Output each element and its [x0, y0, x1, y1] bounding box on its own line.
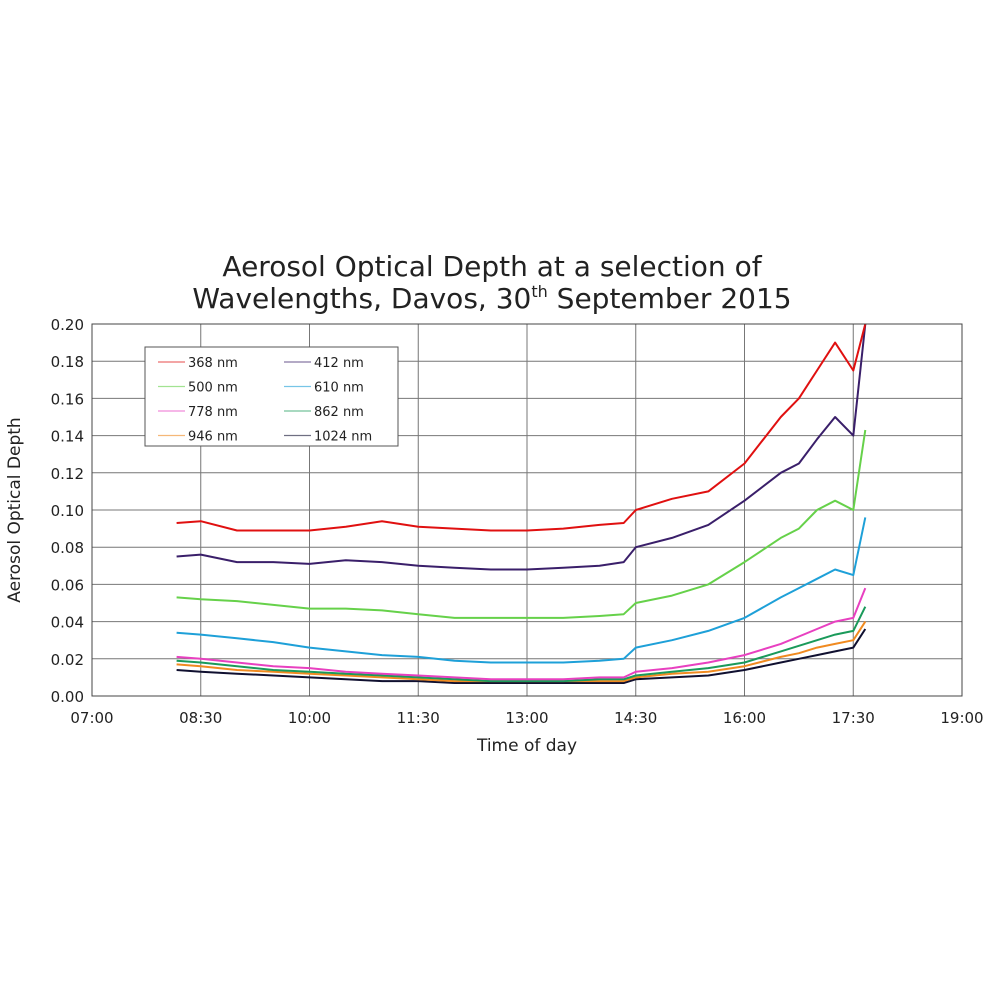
- x-tick-label: 17:30: [832, 709, 875, 727]
- y-tick-label: 0.14: [51, 428, 84, 446]
- x-tick-label: 19:00: [940, 709, 983, 727]
- legend-label: 500 nm: [188, 381, 238, 396]
- chart-title-line1: Aerosol Optical Depth at a selection of: [222, 250, 762, 283]
- x-tick-label: 13:00: [505, 709, 548, 727]
- y-tick-label: 0.18: [51, 353, 84, 371]
- legend-label: 946 nm: [188, 430, 238, 445]
- y-tick-label: 0.02: [51, 651, 84, 669]
- x-tick-label: 10:00: [288, 709, 331, 727]
- series-lines: [176, 323, 867, 684]
- y-tick-label: 0.00: [51, 688, 84, 706]
- y-tick-label: 0.10: [51, 502, 84, 520]
- x-tick-label: 08:30: [179, 709, 222, 727]
- series-line-862-nm: [176, 606, 867, 683]
- y-tick-label: 0.20: [51, 316, 84, 334]
- chart-title-line2: Wavelengths, Davos, 30th September 2015: [192, 282, 791, 315]
- legend-label: 610 nm: [314, 381, 364, 396]
- x-tick-label: 11:30: [397, 709, 440, 727]
- legend-box: [144, 346, 399, 447]
- series-line-610-nm: [176, 517, 867, 664]
- y-axis-label: Aerosol Optical Depth: [5, 417, 25, 602]
- series-line-1024-nm: [176, 628, 867, 684]
- y-tick-label: 0.06: [51, 576, 84, 594]
- tick-labels: 0.00 0.02 0.04 0.06 0.08 0.10 0.12 0.14 0.16 0.18…: [51, 316, 984, 727]
- legend-label: 862 nm: [314, 405, 364, 420]
- x-tick-label: 07:00: [70, 709, 113, 727]
- y-tick-label: 0.04: [51, 614, 84, 632]
- series-line-946-nm: [176, 621, 867, 683]
- x-tick-label: 16:00: [723, 709, 766, 727]
- x-axis-label: Time of day: [476, 736, 577, 756]
- legend-label: 778 nm: [188, 405, 238, 420]
- y-tick-label: 0.08: [51, 539, 84, 557]
- series-line-500-nm: [176, 429, 867, 619]
- series-line-368-nm: [176, 323, 867, 532]
- legend-label: 412 nm: [314, 356, 364, 371]
- y-tick-label: 0.16: [51, 390, 84, 408]
- x-tick-label: 14:30: [614, 709, 657, 727]
- y-tick-label: 0.12: [51, 465, 84, 483]
- legend-label: 368 nm: [188, 356, 238, 371]
- series-line-778-nm: [176, 587, 867, 681]
- plot-frame: [91, 323, 963, 697]
- legend-label: 1024 nm: [314, 430, 372, 445]
- legend: 368 nm 412 nm 500 nm 610 nm 778 nm 862 nm 946 …: [144, 346, 399, 447]
- series-line-412-nm: [176, 323, 867, 571]
